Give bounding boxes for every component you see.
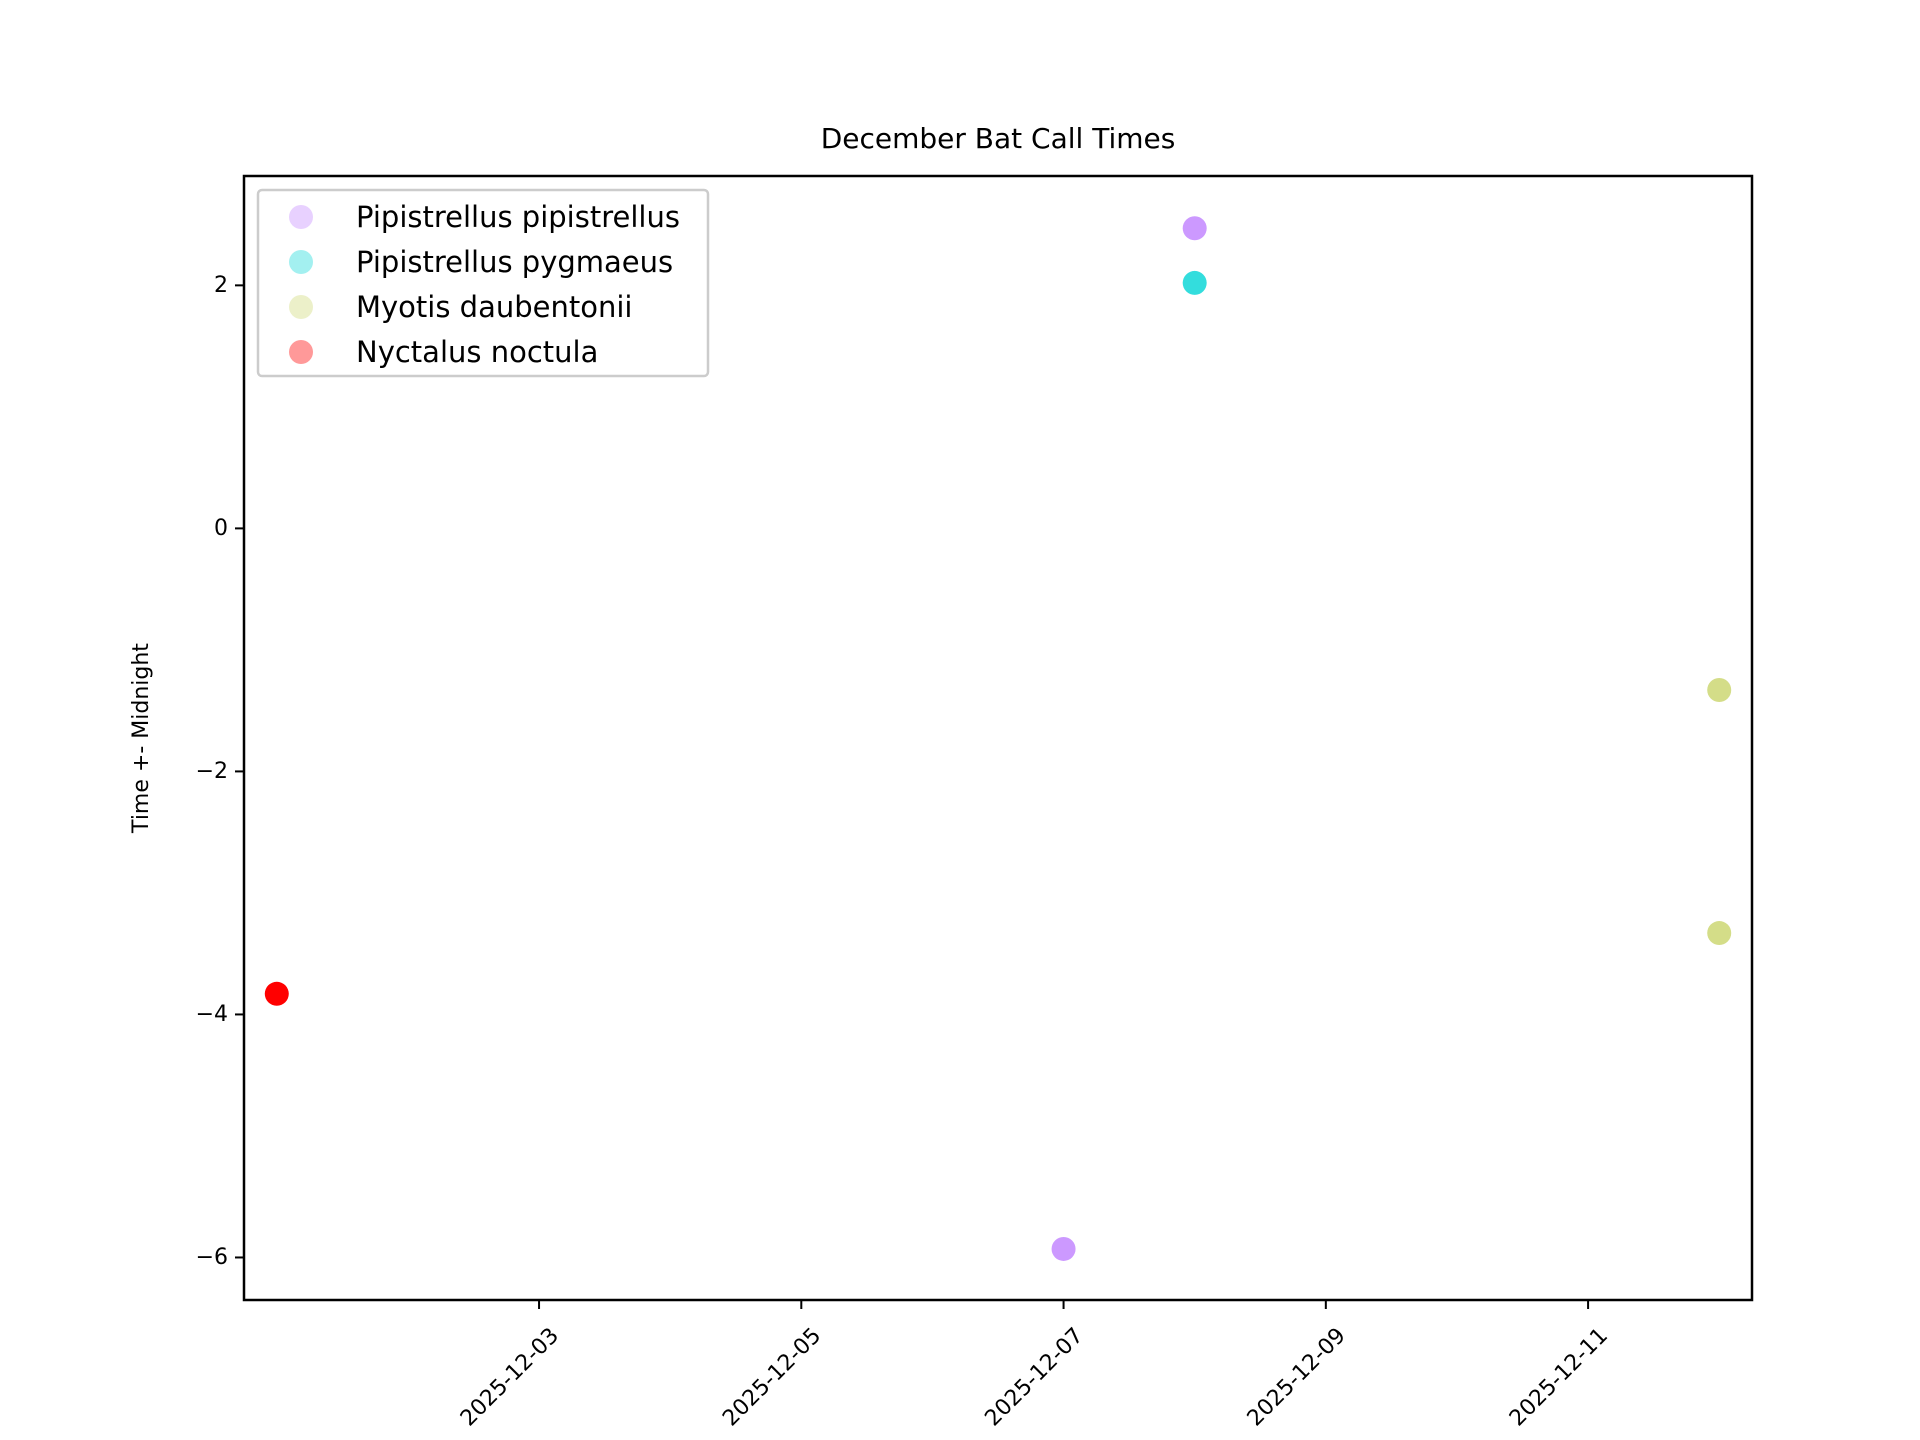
legend-label: Nyctalus noctula: [356, 335, 598, 369]
legend-label: Pipistrellus pygmaeus: [356, 245, 673, 279]
legend: Pipistrellus pipistrellus Pipistrellus py…: [256, 188, 710, 378]
data-point: [1707, 678, 1732, 703]
y-tick-label: −6: [196, 1245, 228, 1270]
legend-marker: [289, 295, 313, 319]
data-points: [264, 216, 1732, 1261]
legend-marker: [289, 340, 313, 364]
data-point: [264, 981, 289, 1006]
data-point: [1182, 216, 1207, 241]
legend-box: [256, 188, 710, 378]
plot-frame: [242, 174, 1754, 1302]
legend-marker: [289, 205, 313, 229]
y-tick-label: −2: [196, 759, 228, 784]
legend-label: Pipistrellus pipistrellus: [356, 200, 680, 234]
legend-marker: [289, 250, 313, 274]
data-point: [1707, 921, 1732, 946]
data-point: [1182, 270, 1207, 295]
y-tick-label: −4: [196, 1002, 228, 1027]
legend-items: Pipistrellus pipistrellus Pipistrellus py…: [289, 200, 680, 369]
chart-title: December Bat Call Times: [821, 122, 1176, 155]
y-axis: 2 0 −2 −4 −6: [196, 273, 244, 1270]
y-tick-label: 0: [214, 516, 228, 541]
legend-label: Myotis daubentonii: [356, 290, 632, 324]
data-point: [1051, 1236, 1076, 1261]
y-axis-label: Time +- Midnight: [129, 643, 154, 834]
y-tick-label: 2: [214, 273, 228, 298]
